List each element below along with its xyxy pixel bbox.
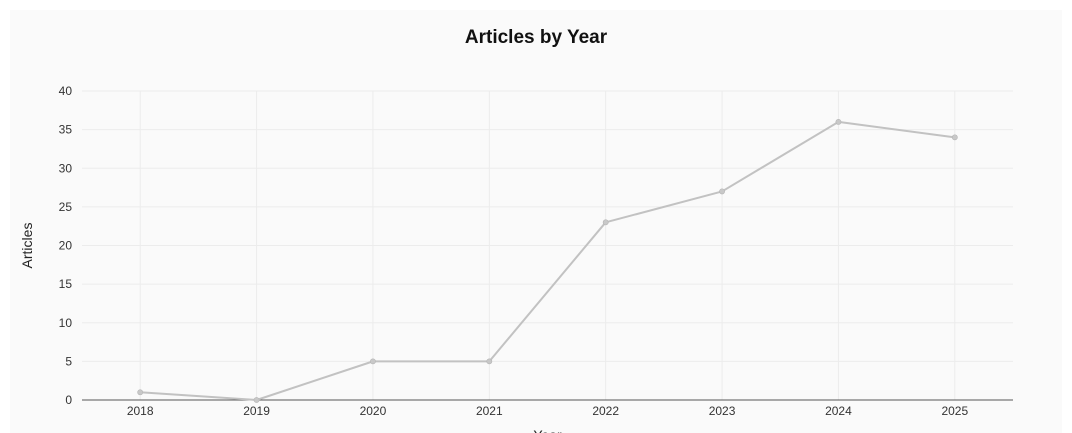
y-tick-label: 25 [59,200,73,214]
data-point [137,389,144,396]
y-tick-label: 10 [59,316,73,330]
y-tick-label: 20 [59,239,73,253]
data-point [835,119,842,125]
x-axis-title: Year [533,427,562,433]
y-tick-label: 35 [59,123,73,137]
data-point [719,188,725,195]
data-point [602,219,609,226]
series-line [140,120,955,401]
x-tick-label: 2024 [825,404,852,418]
chart-title: Articles by Year [464,27,608,48]
x-tick-label: 2022 [592,404,619,418]
chart-container: Articles by Year 0 5 10 15 20 25 30 35 40 2018 201… [10,10,1062,433]
x-tick-label: 2021 [476,404,503,418]
data-point [370,358,376,365]
x-tick-label: 2019 [243,404,270,418]
data-point [253,397,260,403]
y-tick-label: 5 [65,354,72,368]
y-tick-label: 15 [59,277,73,291]
y-tick-label: 40 [59,84,73,98]
y-tick-label: 30 [59,161,73,175]
x-tick-label: 2018 [127,404,154,418]
x-tick-label: 2025 [941,404,968,418]
y-axis-title: Articles [19,223,35,269]
data-point [486,358,493,365]
x-tick-label: 2023 [709,404,736,418]
x-tick-label: 2020 [360,404,387,418]
y-tick-label: 0 [65,393,72,407]
data-point [951,134,958,141]
